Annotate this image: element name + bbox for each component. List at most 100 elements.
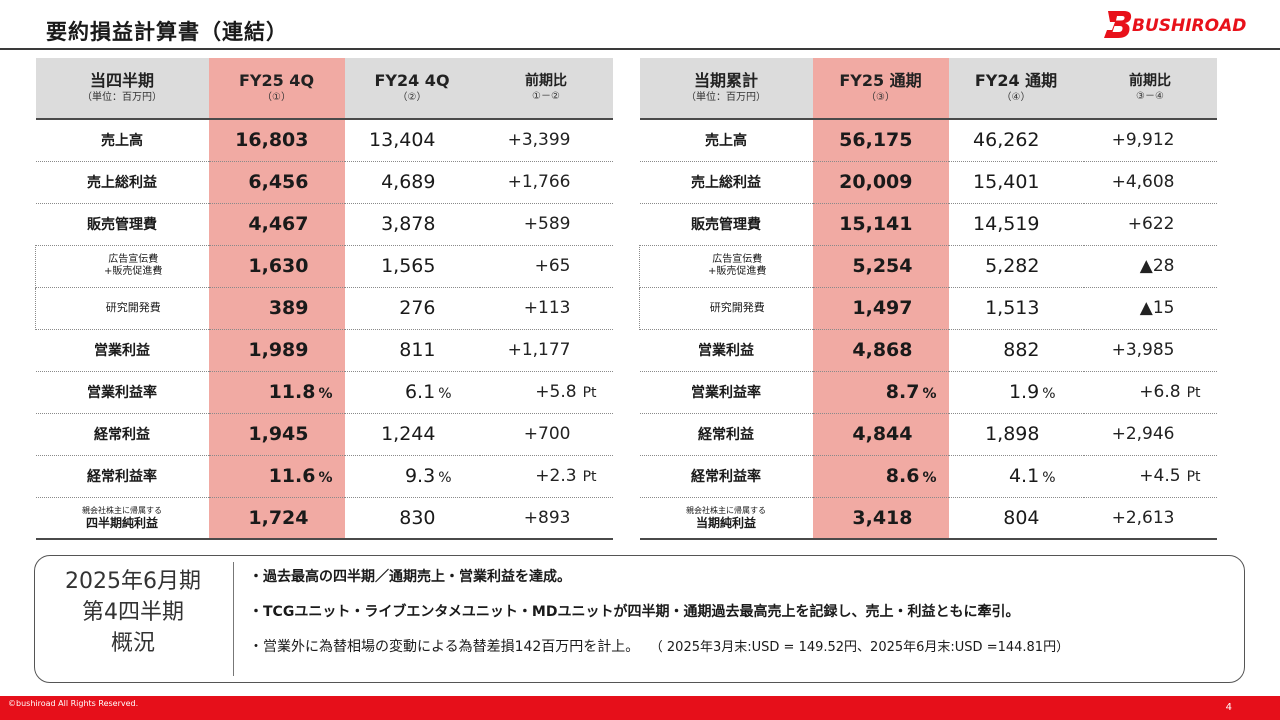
- table-row: 売上高 56,175 46,262 +9,912: [639, 119, 1217, 161]
- row-label: 営業利益率: [87, 385, 157, 401]
- diff-value: +5.8 Pt: [535, 382, 597, 402]
- table-row: 営業利益 1,989 811 +1,177: [35, 329, 613, 371]
- percent-unit: %: [318, 470, 333, 486]
- current-value: 56,175: [812, 119, 949, 161]
- annual-header-row: 当期累計 （単位：百万円） FY25 通期 （③） FY24 通期 （④） 前期…: [639, 58, 1217, 119]
- percent-unit: %: [1042, 470, 1056, 486]
- row-label: 売上総利益: [691, 175, 761, 191]
- previous-value: 1,513: [985, 297, 1040, 319]
- logo-mark-icon: [1104, 11, 1132, 38]
- point-unit: Pt: [582, 385, 597, 401]
- row-label: 研究開発費: [639, 287, 813, 329]
- table-row: 経常利益 4,844 1,898 +2,946: [639, 413, 1217, 455]
- table-row: 販売管理費 4,467 3,878 +589: [35, 203, 613, 245]
- previous-value: 1,244: [381, 423, 436, 445]
- previous-value: 4.1%: [1008, 465, 1056, 487]
- current-value: 3,418: [812, 497, 949, 539]
- current-value: 4,467: [208, 203, 345, 245]
- quarter-income-table: 当四半期 （単位：百万円） FY25 4Q （①） FY24 4Q （②） 前期…: [35, 58, 613, 540]
- quarter-current-header: FY25 4Q （①）: [208, 58, 345, 119]
- previous-value: 4,689: [381, 171, 436, 193]
- current-value: 389: [208, 287, 345, 329]
- annual-label-header: 当期累計 （単位：百万円）: [639, 58, 813, 119]
- table-row: 営業利益率 11.8% 6.1% +5.8 Pt: [35, 371, 613, 413]
- previous-value: 46,262: [973, 129, 1040, 152]
- previous-value: 1,898: [985, 423, 1040, 445]
- diff-value: +6.8 Pt: [1139, 382, 1201, 402]
- row-label: 営業利益: [698, 343, 754, 359]
- row-label: 親会社株主に帰属する 四半期純利益: [82, 505, 162, 530]
- previous-value: 15,401: [973, 171, 1040, 193]
- table-row: 経常利益率 8.6% 4.1% +4.5 Pt: [639, 455, 1217, 497]
- title-divider: [0, 48, 1280, 50]
- row-label: 売上高: [705, 133, 747, 150]
- table-row: 営業利益 4,868 882 +3,985: [639, 329, 1217, 371]
- current-value: 16,803: [208, 119, 345, 161]
- diff-value: +1,766: [507, 172, 571, 192]
- current-value: 15,141: [812, 203, 949, 245]
- row-label: 売上総利益: [87, 175, 157, 191]
- diff-value: ▲28: [1139, 256, 1175, 276]
- current-value: 1,497: [812, 287, 949, 329]
- bushiroad-logo: BUSHIROAD: [1104, 8, 1264, 44]
- table-row: 営業利益率 8.7% 1.9% +6.8 Pt: [639, 371, 1217, 413]
- previous-value: 804: [1003, 506, 1040, 529]
- annual-previous-header: FY24 通期 （④）: [948, 58, 1084, 119]
- current-value: 1,989: [208, 329, 345, 371]
- percent-unit: %: [1042, 386, 1056, 402]
- previous-value: 9.3%: [404, 465, 452, 487]
- annual-diff-header: 前期比 ③－④: [1083, 58, 1217, 119]
- diff-value: +4,608: [1111, 172, 1175, 192]
- row-label: 親会社株主に帰属する 当期純利益: [686, 505, 766, 530]
- current-value: 11.6%: [208, 455, 345, 497]
- previous-value: 276: [399, 297, 436, 319]
- row-label: 営業利益率: [691, 385, 761, 401]
- footer-bar: ©bushiroad All Rights Reserved. 4: [0, 696, 1280, 720]
- previous-value: 5,282: [985, 255, 1040, 277]
- summary-divider: [233, 562, 234, 676]
- previous-value: 3,878: [381, 213, 436, 235]
- table-row: 研究開発費 389 276 +113: [35, 287, 613, 329]
- diff-value: +65: [534, 256, 571, 276]
- diff-value: +1,177: [507, 340, 571, 360]
- annual-income-table: 当期累計 （単位：百万円） FY25 通期 （③） FY24 通期 （④） 前期…: [639, 58, 1217, 540]
- current-value: 8.7%: [812, 371, 949, 413]
- row-label: 販売管理費: [691, 217, 761, 233]
- table-row: 広告宣伝費 +販売促進費 5,254 5,282 ▲28: [639, 245, 1217, 287]
- annual-current-header: FY25 通期 （③）: [812, 58, 949, 119]
- table-row: 親会社株主に帰属する 四半期純利益 1,724 830 +893: [35, 497, 613, 539]
- summary-heading: 2025年6月期 第4四半期 概況: [65, 569, 201, 656]
- diff-value: +2.3 Pt: [535, 466, 597, 486]
- quarter-label-header: 当四半期 （単位：百万円）: [35, 58, 209, 119]
- previous-value: 6.1%: [404, 381, 452, 403]
- point-unit: Pt: [1186, 385, 1201, 401]
- current-value: 1,724: [208, 497, 345, 539]
- percent-unit: %: [438, 470, 452, 486]
- previous-value: 1,565: [381, 255, 436, 277]
- table-row: 売上高 16,803 13,404 +3,399: [35, 119, 613, 161]
- quarter-diff-header: 前期比 ①－②: [479, 58, 613, 119]
- diff-value: +622: [1127, 214, 1175, 234]
- diff-value: +2,946: [1111, 424, 1175, 444]
- row-label: 経常利益: [94, 427, 150, 443]
- table-row: 売上総利益 6,456 4,689 +1,766: [35, 161, 613, 203]
- page-title: 要約損益計算書（連結）: [46, 20, 288, 44]
- previous-value: 830: [399, 506, 436, 529]
- diff-value: ▲15: [1139, 298, 1175, 318]
- row-label: 広告宣伝費 +販売促進費: [639, 245, 813, 287]
- diff-value: +3,985: [1111, 340, 1175, 360]
- row-label: 経常利益率: [87, 469, 157, 485]
- current-value: 4,868: [812, 329, 949, 371]
- current-value: 4,844: [812, 413, 949, 455]
- current-value: 1,945: [208, 413, 345, 455]
- current-value: 11.8%: [208, 371, 345, 413]
- percent-unit: %: [318, 386, 333, 402]
- row-label: 広告宣伝費 +販売促進費: [35, 245, 209, 287]
- summary-bullet-3: ・営業外に為替相場の変動による為替差損142百万円を計上。 （ 2025年3月末…: [249, 639, 1070, 655]
- diff-value: +9,912: [1111, 130, 1175, 151]
- percent-unit: %: [438, 386, 452, 402]
- row-label: 販売管理費: [87, 217, 157, 233]
- copyright-text: ©bushiroad All Rights Reserved.: [8, 699, 139, 708]
- diff-value: +893: [523, 507, 571, 528]
- previous-value: 811: [399, 339, 436, 361]
